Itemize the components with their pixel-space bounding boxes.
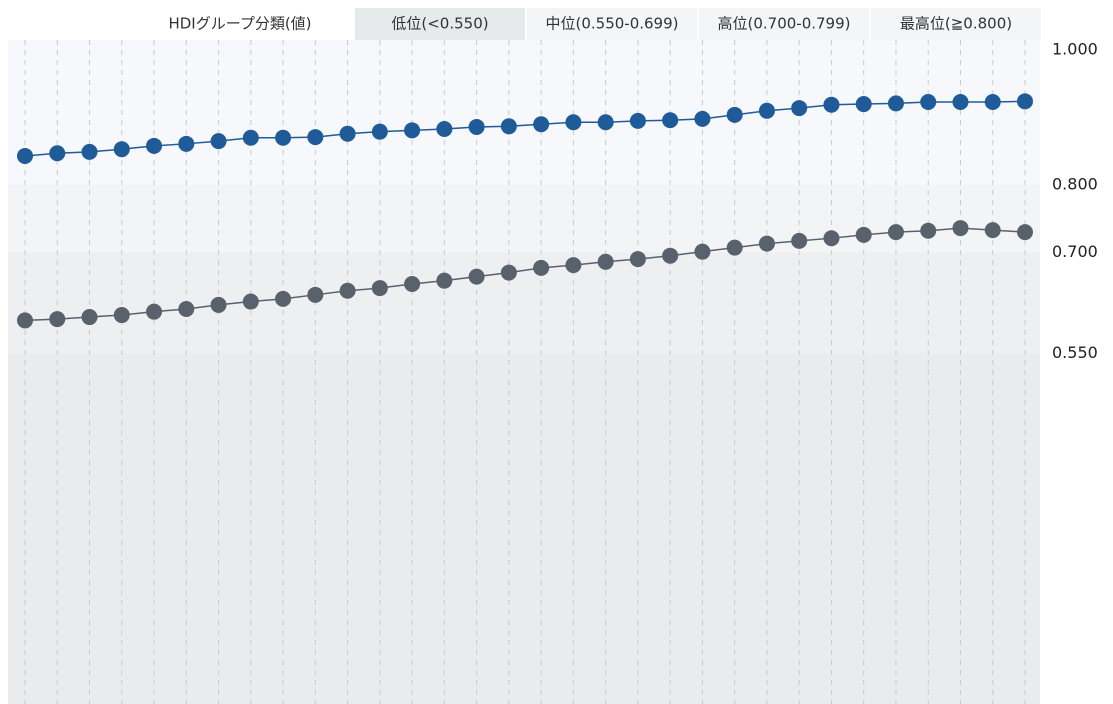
y-tick-label: 0.800 — [1052, 174, 1098, 193]
data-point — [371, 123, 388, 140]
data-point — [855, 96, 872, 113]
data-point — [113, 141, 130, 158]
data-point — [565, 114, 582, 131]
data-point — [855, 226, 872, 243]
data-point — [533, 116, 550, 133]
legend-box — [871, 8, 1041, 40]
data-point — [791, 100, 808, 117]
data-point — [597, 114, 614, 131]
data-point — [339, 125, 356, 142]
data-point — [920, 222, 937, 239]
data-point — [178, 300, 195, 317]
band — [8, 40, 1040, 185]
y-tick-label: 1.000 — [1052, 40, 1098, 59]
data-point — [17, 147, 33, 164]
data-point — [146, 303, 163, 320]
data-point — [920, 94, 937, 111]
data-point — [468, 118, 485, 135]
data-point — [758, 235, 775, 252]
data-point — [500, 264, 517, 281]
data-point — [49, 145, 66, 162]
data-point — [887, 95, 904, 112]
data-point — [339, 282, 356, 299]
band — [8, 184, 1040, 253]
data-point — [146, 137, 163, 154]
data-point — [758, 102, 775, 119]
band — [8, 252, 1040, 354]
legend-box — [527, 8, 697, 40]
data-point — [629, 112, 646, 129]
data-point — [887, 224, 904, 241]
legend-label: 中位(0.550-0.699) — [545, 15, 678, 33]
data-point — [81, 143, 98, 160]
data-point — [791, 232, 808, 249]
data-point — [404, 276, 421, 293]
data-point — [694, 243, 711, 260]
data-point — [436, 120, 453, 137]
data-point — [210, 133, 227, 150]
data-point — [1017, 224, 1033, 241]
data-point — [436, 272, 453, 289]
data-point — [275, 290, 292, 307]
data-point — [726, 239, 743, 256]
data-point — [242, 293, 259, 310]
data-point — [662, 247, 679, 264]
legend-box — [355, 8, 525, 40]
legend-title: HDIグループ分類(値) — [168, 15, 311, 33]
legend-label: 低位(<0.550) — [391, 15, 488, 33]
legend-label: 高位(0.700-0.799) — [717, 15, 850, 33]
legend-box — [699, 8, 869, 40]
data-point — [468, 268, 485, 285]
data-point — [1017, 93, 1033, 110]
legend-label: 最高位(≧0.800) — [900, 15, 1012, 33]
y-tick-label: 0.550 — [1052, 343, 1098, 362]
data-point — [629, 251, 646, 268]
data-point — [17, 312, 33, 329]
data-point — [371, 280, 388, 297]
data-point — [49, 311, 66, 328]
data-point — [307, 129, 324, 146]
y-tick-label: 0.700 — [1052, 242, 1098, 261]
data-point — [178, 135, 195, 152]
data-point — [210, 296, 227, 313]
data-point — [823, 96, 840, 113]
data-point — [500, 118, 517, 135]
data-point — [113, 307, 130, 324]
data-point — [726, 106, 743, 123]
data-point — [952, 94, 969, 111]
data-point — [307, 286, 324, 303]
data-point — [565, 257, 582, 274]
data-point — [952, 220, 969, 237]
data-point — [662, 112, 679, 129]
data-point — [404, 122, 421, 139]
data-point — [984, 222, 1001, 239]
data-point — [533, 259, 550, 276]
data-point — [242, 129, 259, 146]
data-point — [81, 309, 98, 326]
data-point — [694, 110, 711, 127]
data-point — [275, 129, 292, 146]
band — [8, 353, 1040, 704]
data-point — [984, 94, 1001, 111]
data-point — [597, 253, 614, 270]
data-point — [823, 230, 840, 247]
